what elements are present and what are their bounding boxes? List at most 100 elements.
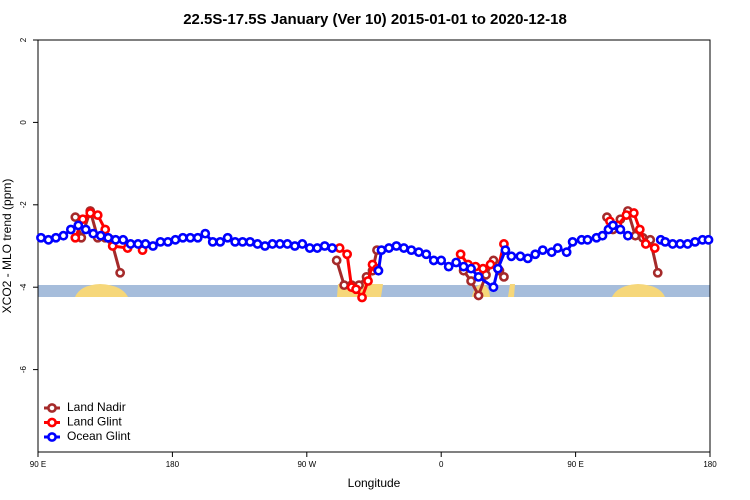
y-tick-label: 2: [19, 37, 28, 42]
data-point: [660, 236, 671, 247]
data-point: [65, 224, 76, 235]
data-point: [319, 241, 330, 251]
land-strip: [75, 284, 128, 297]
land-strip: [612, 284, 665, 297]
data-point: [649, 243, 660, 253]
data-point: [58, 230, 69, 241]
data-point: [88, 228, 99, 239]
data-point: [406, 245, 417, 256]
data-point: [260, 241, 270, 251]
data-point: [363, 276, 373, 286]
data-point: [640, 239, 651, 249]
data-point: [43, 234, 54, 245]
plot-frame: [37, 39, 711, 453]
data-point: [70, 232, 81, 243]
data-point: [170, 234, 181, 245]
data-point: [628, 208, 639, 218]
x-tick-label: 90 E: [30, 460, 46, 469]
data-point: [95, 230, 106, 241]
data-point: [77, 214, 88, 225]
data-point: [85, 208, 96, 218]
legend-label: Land Nadir: [67, 400, 126, 414]
y-axis-label: XCO2 - MLO trend (ppm): [0, 179, 14, 314]
data-point: [561, 247, 572, 258]
data-point: [282, 239, 293, 249]
data-point: [148, 241, 158, 251]
data-point: [621, 210, 632, 220]
data-point: [466, 276, 476, 286]
data-point: [682, 239, 693, 249]
x-tick-label: 180: [703, 460, 717, 469]
legend-marker: [47, 417, 57, 428]
data-point: [118, 234, 129, 245]
data-point: [567, 236, 578, 247]
data-point: [552, 243, 563, 253]
legend-label: Ocean Glint: [67, 429, 131, 443]
y-tick-label: -2: [19, 201, 28, 209]
data-point: [100, 224, 111, 235]
data-point: [125, 239, 136, 249]
data-point: [530, 249, 541, 260]
data-point: [70, 212, 81, 223]
data-point: [103, 232, 114, 243]
land-strip: [508, 284, 515, 297]
data-point: [207, 236, 218, 247]
data-point: [436, 255, 447, 266]
data-point: [413, 247, 424, 258]
x-axis-label: Longitude: [348, 476, 401, 490]
data-point: [391, 241, 402, 251]
data-point: [73, 220, 84, 231]
data-point: [230, 236, 241, 247]
data-point: [140, 239, 151, 249]
legend-marker: [47, 403, 57, 413]
data-point: [522, 253, 533, 264]
data-point: [163, 236, 173, 247]
data-point: [289, 241, 300, 251]
x-tick-label: 0: [439, 460, 444, 469]
data-point: [488, 282, 499, 293]
data-point: [455, 249, 466, 260]
data-point: [537, 245, 548, 256]
data-point: [115, 267, 126, 278]
data-point: [499, 271, 509, 282]
data-point: [500, 245, 511, 256]
data-point: [582, 234, 593, 245]
data-point: [80, 224, 91, 235]
data-point: [652, 267, 663, 278]
data-point: [200, 228, 211, 239]
data-point: [703, 234, 714, 245]
data-point: [634, 224, 645, 235]
data-point: [451, 257, 462, 268]
data-point: [275, 239, 285, 249]
data-point: [376, 245, 387, 256]
data-point: [155, 236, 166, 247]
data-point: [312, 243, 323, 253]
legend-marker: [47, 432, 57, 442]
data-point: [351, 284, 361, 295]
y-tick-label: 0: [19, 120, 28, 125]
data-point: [51, 232, 61, 243]
data-point: [458, 261, 469, 272]
data-point: [267, 239, 278, 249]
data-point: [506, 251, 517, 262]
data-point: [466, 263, 476, 274]
data-point: [443, 261, 454, 272]
data-point: [675, 239, 686, 249]
data-point: [473, 271, 484, 282]
data-point: [334, 243, 345, 253]
data-point: [237, 236, 248, 247]
data-point: [252, 239, 263, 249]
data-point: [304, 243, 315, 253]
data-point: [622, 230, 633, 241]
chart-title: 22.5S-17.5S January (Ver 10) 2015-01-01 …: [183, 11, 567, 28]
data-point: [473, 290, 484, 301]
y-tick-label: -6: [19, 365, 28, 373]
data-point: [215, 236, 226, 247]
data-point: [342, 249, 353, 260]
data-point: [222, 232, 233, 243]
data-point: [357, 292, 367, 303]
data-point: [245, 236, 255, 247]
data-point: [36, 232, 46, 243]
data-point: [92, 210, 103, 220]
data-point: [428, 255, 439, 266]
